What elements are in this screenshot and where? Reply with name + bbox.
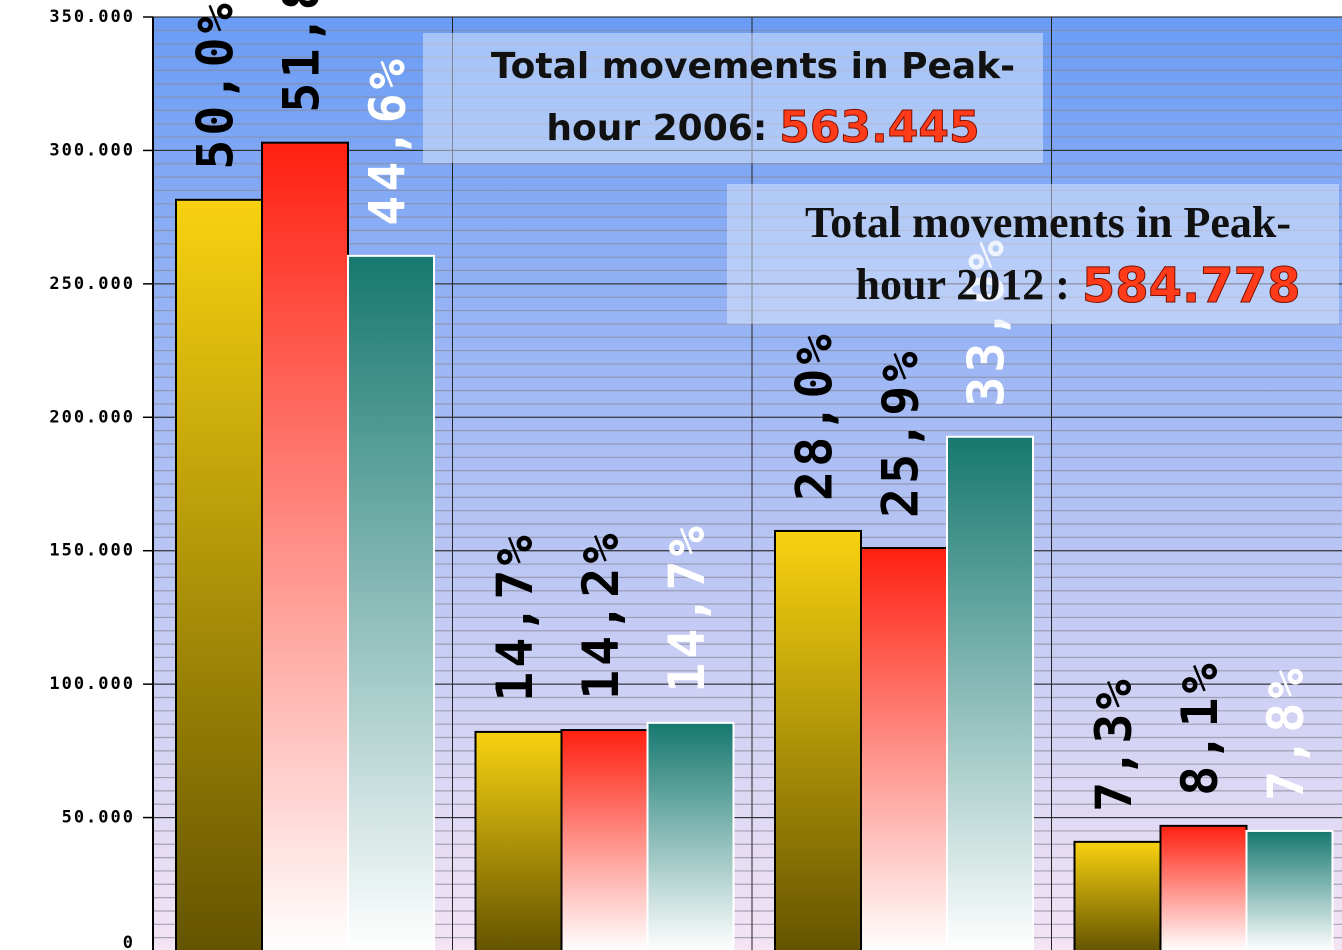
- annotation-line: hour 2006: 563.445: [546, 102, 979, 153]
- annotation-box: [423, 33, 1043, 163]
- annotation-line: Total movements in Peak-: [491, 46, 1015, 87]
- data-label: 25,9%: [872, 348, 930, 519]
- annotation-line: Total movements in Peak-: [805, 198, 1291, 247]
- bar: [175, 198, 263, 950]
- bar: [474, 730, 563, 950]
- y-tick-label: 150.000: [49, 541, 135, 561]
- data-label: 7,8%: [1257, 664, 1315, 800]
- bar: [560, 729, 649, 950]
- bar: [860, 547, 948, 950]
- data-label: 8,1%: [1171, 659, 1229, 795]
- bar: [261, 141, 349, 950]
- y-tick-label: 300.000: [49, 140, 135, 160]
- annotation-line: hour 2012 :584.778: [856, 258, 1301, 314]
- annotation-total: 584.778: [1082, 258, 1301, 314]
- data-label: 14,2%: [572, 530, 630, 701]
- data-label: 14,7%: [658, 522, 716, 693]
- annotation-text: hour 2006:: [546, 108, 767, 149]
- y-tick-label: 350.000: [49, 7, 135, 27]
- y-tick-label: 100.000: [49, 674, 135, 694]
- data-label: 44,6%: [359, 55, 417, 226]
- bar: [646, 721, 735, 950]
- bar: [1245, 829, 1334, 950]
- y-tick-label: 250.000: [49, 274, 135, 294]
- y-tick-label: 50.000: [62, 808, 135, 828]
- y-tick-label: 200.000: [49, 407, 135, 427]
- annotation-box: [727, 184, 1339, 324]
- data-label: 51,8%: [273, 0, 331, 113]
- data-label: 28,0%: [786, 330, 844, 501]
- bar: [1159, 824, 1248, 950]
- data-label: 14,7%: [486, 531, 544, 702]
- y-tick-label: 0: [123, 933, 135, 950]
- data-label: 7,3%: [1085, 675, 1143, 811]
- data-label: 50,0%: [187, 0, 245, 170]
- bar: [1073, 840, 1162, 950]
- bar: [946, 435, 1034, 950]
- annotation-text: hour 2012 :: [856, 260, 1070, 309]
- annotation-total: 563.445: [779, 102, 979, 153]
- bar: [774, 529, 862, 950]
- bar: [347, 254, 435, 950]
